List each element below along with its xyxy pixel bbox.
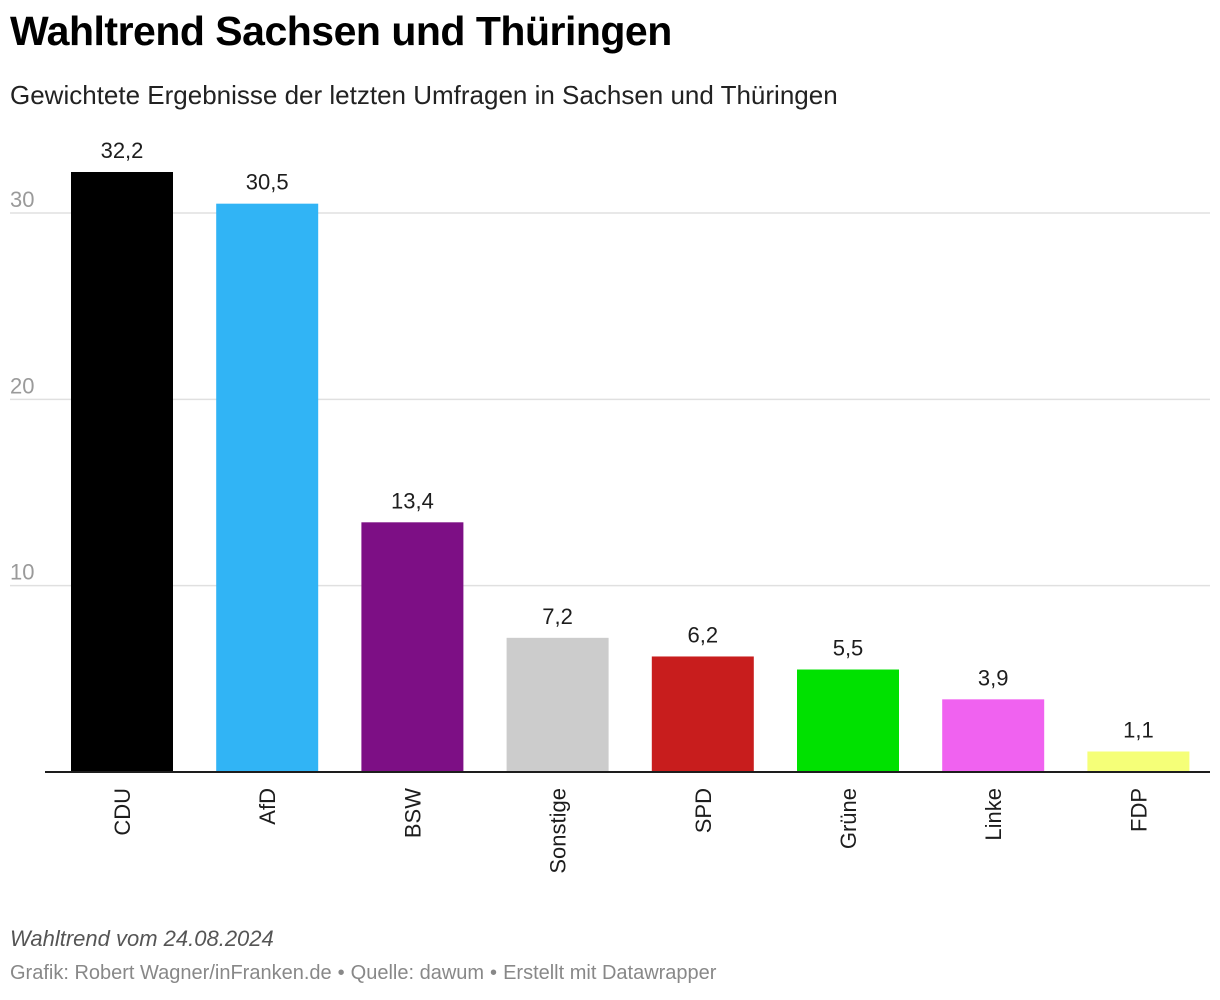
value-label-gr-ne: 5,5 (833, 636, 864, 661)
bar-sonstige (506, 637, 609, 772)
bar-afd (216, 203, 319, 773)
chart-title: Wahltrend Sachsen und Thüringen (10, 8, 672, 54)
bar-bsw (361, 522, 464, 772)
value-label-sonstige: 7,2 (542, 604, 573, 629)
category-label-spd: SPD (691, 788, 716, 833)
value-label-bsw: 13,4 (391, 488, 434, 513)
category-label-bsw: BSW (400, 788, 425, 838)
bar-linke (942, 699, 1045, 772)
value-label-linke: 3,9 (978, 665, 1009, 690)
value-label-spd: 6,2 (688, 622, 719, 647)
credit-separator: • (337, 962, 345, 984)
chart-subtitle: Gewichtete Ergebnisse der letzten Umfrag… (10, 80, 838, 110)
y-tick-label-30: 30 (10, 187, 34, 212)
bar-gr-ne (797, 669, 899, 772)
category-label-linke: Linke (981, 788, 1006, 841)
category-label-afd: AfD (255, 788, 280, 825)
value-label-afd: 30,5 (246, 170, 289, 195)
credit-separator: • (490, 962, 498, 984)
bar-chart: 10 20 30 32,2 CDU 30,5 AfD 13,4 BSW 7,2 Sonstige 6,… (10, 138, 1210, 874)
credit-source: Quelle: dawum (350, 962, 485, 984)
category-label-fdp: FDP (1126, 788, 1151, 832)
value-label-fdp: 1,1 (1123, 718, 1154, 743)
category-label-gr-ne: Grüne (836, 788, 861, 849)
bar-fdp (1087, 751, 1190, 772)
bar-cdu (71, 172, 173, 772)
credit-tool: Erstellt mit Datawrapper (503, 962, 717, 984)
value-label-cdu: 32,2 (101, 138, 144, 163)
y-tick-label-10: 10 (10, 560, 34, 585)
category-label-cdu: CDU (110, 788, 135, 836)
y-tick-label-20: 20 (10, 373, 34, 398)
category-label-sonstige: Sonstige (546, 788, 571, 874)
footer-credits: Grafik: Robert Wagner/inFranken.de • Quell… (10, 962, 716, 985)
bar-spd (651, 656, 754, 772)
credit-graphic: Grafik: Robert Wagner/inFranken.de (10, 962, 332, 984)
footer-note: Wahltrend vom 24.08.2024 (10, 926, 274, 951)
